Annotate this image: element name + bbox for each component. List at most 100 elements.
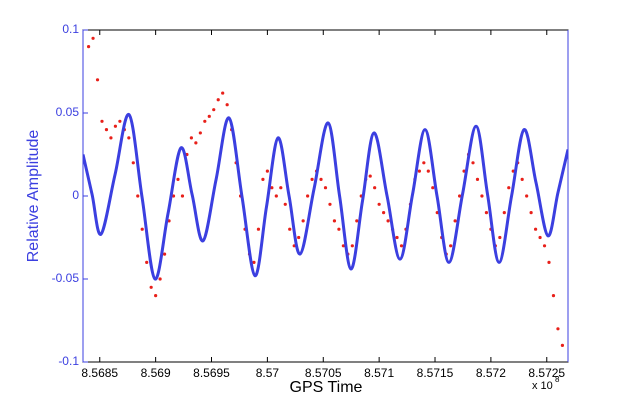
data-point [373,186,377,190]
y-tick-label: 0.05 [56,105,80,119]
data-point [350,244,354,248]
x-tick-label: 8.5705 [305,366,342,380]
data-point [283,202,287,206]
data-point [341,244,345,248]
data-point [507,186,511,190]
y-tick-label: 0.1 [62,22,79,36]
data-point [127,136,131,140]
data-point [542,244,547,248]
data-point [319,177,323,181]
data-point [279,186,283,190]
data-point [471,161,475,165]
data-point [265,169,269,173]
x-tick-label: 8.5725 [528,366,565,380]
data-point [109,136,113,140]
data-point [162,252,167,256]
data-line [83,113,568,281]
data-point [337,227,341,231]
data-point [136,194,140,198]
data-point [189,136,193,140]
data-point [306,194,310,198]
data-point [458,194,462,198]
data-point [533,227,538,231]
data-point [145,260,149,264]
data-point [86,45,91,49]
data-point [520,177,524,181]
data-point [297,235,301,240]
data-point [484,211,489,215]
data-point [288,227,292,231]
data-point [328,202,332,206]
x-tick-label: 8.5685 [81,366,118,380]
data-point [422,161,426,165]
data-point [556,327,560,331]
data-point [261,177,265,181]
data-point [194,141,198,145]
data-point [368,174,372,178]
data-point [140,227,144,231]
x-tick-label: 8.5695 [193,366,230,380]
data-point [475,177,480,181]
data-point [270,186,274,190]
data-point [547,260,551,264]
data-point [498,235,502,240]
data-point [180,194,185,198]
x-tick-label: 8.569 [141,366,171,380]
x-tick-label: 8.5715 [417,366,454,380]
data-point [216,98,220,102]
data-point [382,211,386,215]
data-point [131,161,135,165]
y-tick-label: -0.1 [58,354,79,368]
data-point [256,227,261,231]
data-point [323,186,328,190]
x-multiplier: x 10 [532,380,553,392]
data-point [395,235,399,240]
data-point [502,211,506,215]
x-tick-label: 8.571 [364,366,394,380]
y-axis-label: Relative Amplitude [25,130,42,263]
data-point [203,119,207,123]
data-point [95,78,100,82]
data-point [426,169,430,173]
data-point [560,343,565,347]
data-point [453,219,457,223]
x-axis-label: GPS Time [290,379,363,396]
y-tick-label: 0 [72,188,79,202]
data-point [91,36,95,40]
data-point [104,128,109,132]
data-point [154,294,158,298]
data-point [225,103,229,107]
data-point [310,177,314,181]
data-point [158,277,162,281]
data-point [332,219,337,223]
data-point [149,285,153,289]
data-point [399,244,404,248]
data-point [480,194,484,198]
data-point [355,219,359,223]
data-point [207,114,211,118]
x-multiplier-exponent: 8 [555,375,560,384]
data-point [212,108,216,112]
data-point [377,202,381,206]
plot-area [83,36,568,347]
x-tick-label: 8.57 [256,366,280,380]
data-point [301,219,305,223]
data-point [449,244,453,248]
data-point [113,124,118,128]
data-point [431,186,435,190]
data-point [100,119,104,123]
x-tick-label: 8.572 [476,366,506,380]
data-point [198,131,202,135]
data-point [176,177,180,181]
data-point [538,235,542,240]
data-point [386,219,390,223]
data-point [252,260,256,264]
data-point [221,91,225,95]
data-point [118,119,122,123]
data-point [274,194,278,198]
y-tick-label: -0.05 [52,271,80,285]
data-point [529,211,533,215]
data-point [417,169,421,173]
